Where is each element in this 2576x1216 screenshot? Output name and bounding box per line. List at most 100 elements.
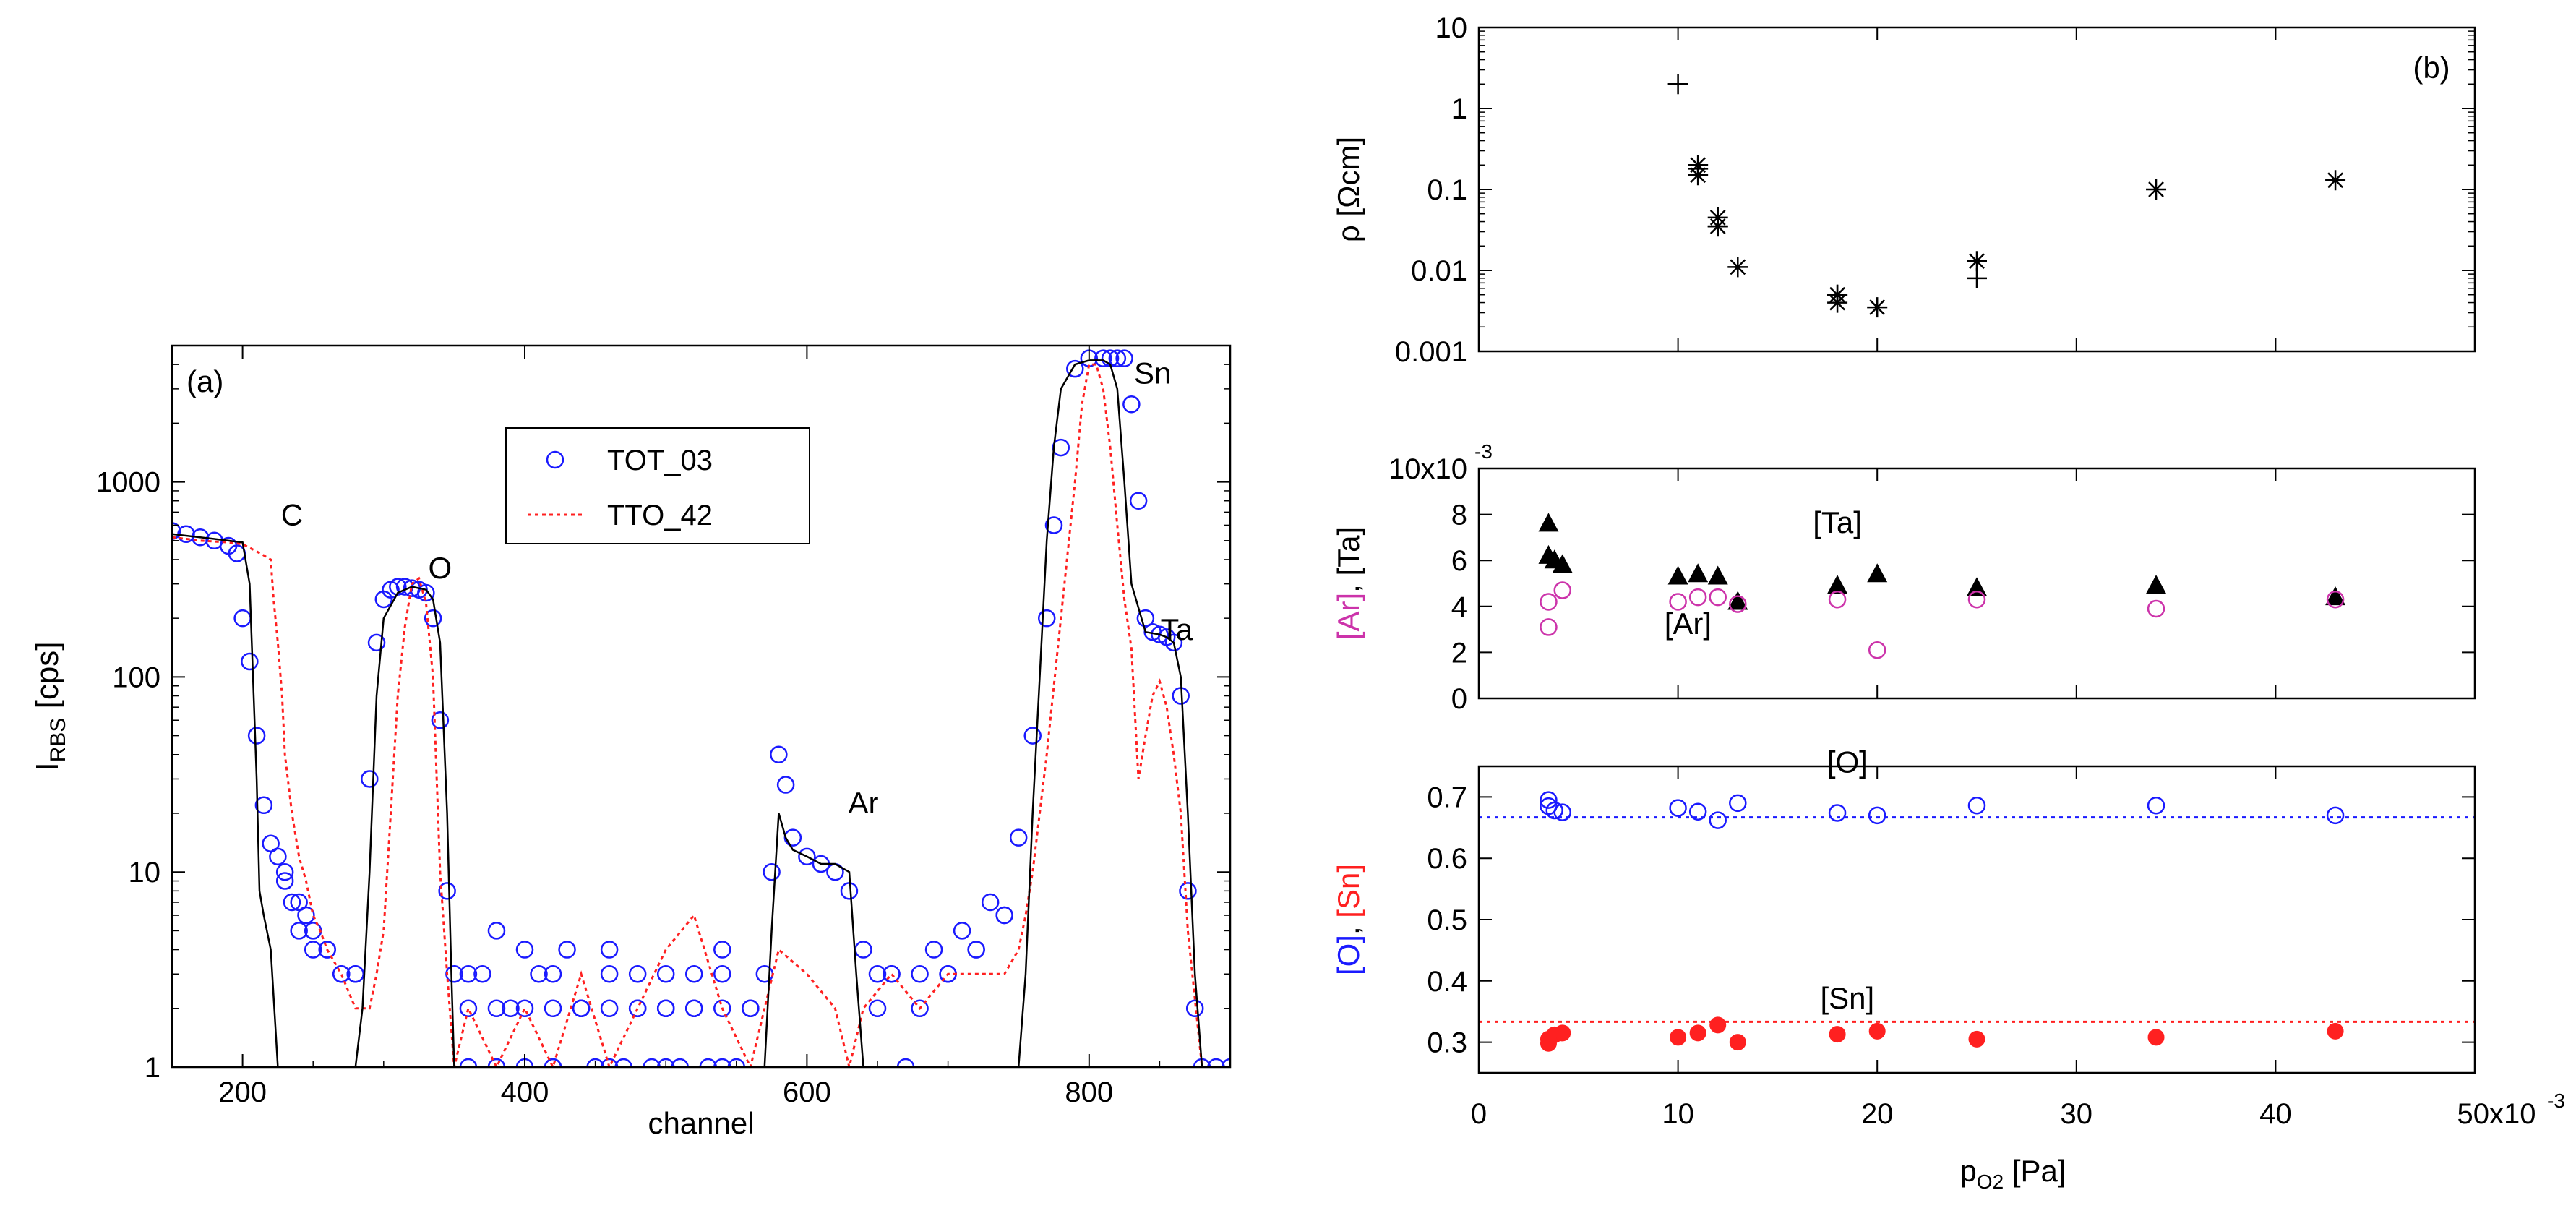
panel-b-o-sn-xtick-label: 20 — [1861, 1098, 1894, 1130]
data-point — [2146, 575, 2167, 594]
data-point — [389, 578, 407, 596]
panel-b-o-sn-ytick-label: 0.3 — [1427, 1027, 1467, 1059]
element-label: [Ta] — [1813, 505, 1862, 539]
panel-a-xtick-label: 800 — [1065, 1076, 1113, 1108]
data-point — [1829, 1026, 1846, 1043]
data-point — [1669, 593, 1687, 611]
data-point — [643, 1058, 661, 1067]
data-point — [1729, 595, 1747, 613]
data-point — [254, 796, 273, 815]
data-point — [600, 999, 619, 1018]
data-point — [1122, 395, 1141, 414]
data-point — [1129, 492, 1148, 510]
legend-marker-tot03 — [546, 450, 564, 469]
data-point — [2325, 170, 2346, 191]
panel-a-xtick-label: 200 — [218, 1076, 267, 1108]
element-label: [Sn] — [1821, 981, 1875, 1015]
data-point — [1827, 575, 1848, 594]
data-point — [544, 965, 562, 983]
data-point — [614, 1058, 632, 1067]
panel-a-xtick-label: 400 — [501, 1076, 549, 1108]
panel-b-o-sn-xtick-label: 10 — [1662, 1098, 1694, 1130]
panel-b-resistivity-ytick-label: 0.01 — [1411, 255, 1467, 287]
panel-b-resistivity-ytick-label: 0.1 — [1427, 174, 1467, 206]
data-point — [600, 941, 619, 959]
xlabel-subscript: O2 — [1977, 1170, 2004, 1193]
data-point — [586, 1058, 604, 1067]
element-label: [Ar] — [1665, 607, 1712, 641]
data-point — [1023, 727, 1042, 745]
legend-box — [505, 427, 810, 544]
data-point — [473, 965, 491, 983]
data-point — [713, 1058, 731, 1067]
data-point — [290, 922, 308, 940]
panel-b-ar-ta-ytick-label: 0 — [1451, 683, 1467, 715]
xlabel-main: p — [1959, 1154, 1976, 1188]
data-point — [713, 965, 731, 983]
data-point — [924, 941, 943, 959]
data-point — [1827, 292, 1848, 313]
data-point — [459, 999, 478, 1018]
panel-a-label: (a) — [186, 364, 223, 398]
data-point — [742, 999, 760, 1018]
data-point — [1553, 581, 1572, 599]
data-point — [684, 999, 703, 1018]
panel-b-o-sn-ytick-label: 0.7 — [1427, 782, 1467, 813]
data-point — [798, 847, 816, 866]
data-point — [1709, 1016, 1727, 1034]
ylabel-part: [O] — [1331, 935, 1365, 975]
data-point — [1540, 593, 1558, 611]
data-point — [600, 1058, 619, 1067]
panel-b-ar-ta-ytick-label: 4 — [1451, 591, 1467, 623]
panel-b-xlabel: pO2 [Pa] — [1959, 1154, 2066, 1193]
data-point — [1709, 811, 1727, 829]
data-point — [1727, 591, 1748, 610]
data-point — [1540, 618, 1558, 636]
data-point — [1044, 516, 1063, 534]
ylabel-main: I — [30, 762, 65, 771]
data-point — [1115, 349, 1133, 367]
ylabel-part: [Sn] — [1331, 864, 1365, 918]
data-point — [1868, 806, 1886, 825]
data-point — [1688, 588, 1707, 607]
panel-b-resistivity-plot — [1667, 74, 2346, 318]
panel-b-ar-ta-plot — [1538, 513, 2346, 659]
data-point — [247, 727, 266, 745]
data-point — [438, 882, 456, 900]
data-point — [1968, 1030, 1985, 1048]
data-point — [1967, 267, 1987, 288]
panel-a-ytick-label: 1000 — [96, 467, 160, 499]
data-point — [431, 711, 450, 729]
data-point — [515, 941, 534, 959]
data-point — [1868, 1022, 1886, 1040]
ylabel-part: , — [1331, 918, 1365, 935]
data-point — [2147, 599, 2165, 618]
legend: TOT_03 TTO_42 — [505, 427, 810, 544]
data-point — [2147, 797, 2165, 815]
data-point — [1967, 251, 1987, 272]
panel-b-o-sn-ytick-label: 0.4 — [1427, 966, 1467, 998]
panel-b-ar-ta-ytick-exponent: -3 — [1474, 440, 1493, 463]
data-point — [424, 609, 442, 628]
data-point — [177, 525, 195, 544]
peak-label: O — [429, 551, 452, 585]
peak-label: Ta — [1161, 612, 1193, 646]
data-point — [1554, 1024, 1571, 1042]
panel-b-o-sn-xtick-label: 30 — [2061, 1098, 2093, 1130]
panel-b-o-sn-ytick-label: 0.6 — [1427, 843, 1467, 875]
data-point — [1867, 297, 1888, 318]
data-point — [981, 893, 1000, 912]
data-point — [1867, 563, 1888, 583]
data-point — [572, 999, 591, 1018]
panel-b-o-sn-frame — [1477, 765, 2476, 1074]
panel-b-o-sn-xtick-label: 40 — [2259, 1098, 2292, 1130]
data-point — [1688, 165, 1709, 186]
data-point — [332, 965, 351, 983]
xlabel-unit: [Pa] — [2004, 1154, 2066, 1188]
legend-label-tto42: TTO_42 — [607, 500, 713, 531]
data-point — [671, 1058, 689, 1067]
element-label: [O] — [1827, 745, 1868, 779]
data-point — [367, 633, 386, 652]
data-point — [530, 965, 548, 983]
